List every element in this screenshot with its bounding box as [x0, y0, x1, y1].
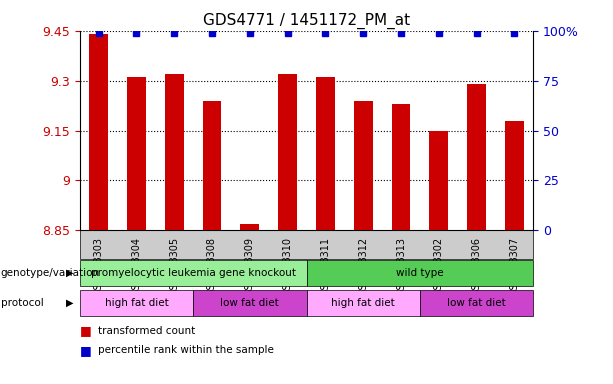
- Text: high fat diet: high fat diet: [332, 298, 395, 308]
- Text: low fat diet: low fat diet: [447, 298, 506, 308]
- Text: percentile rank within the sample: percentile rank within the sample: [98, 345, 274, 355]
- Text: ■: ■: [80, 324, 91, 338]
- Bar: [202, 101, 221, 230]
- Text: transformed count: transformed count: [98, 326, 196, 336]
- Bar: [278, 74, 297, 230]
- Text: promyelocytic leukemia gene knockout: promyelocytic leukemia gene knockout: [91, 268, 295, 278]
- Title: GDS4771 / 1451172_PM_at: GDS4771 / 1451172_PM_at: [203, 13, 410, 29]
- Text: ▶: ▶: [66, 268, 74, 278]
- Bar: [505, 121, 524, 230]
- Text: protocol: protocol: [1, 298, 44, 308]
- Bar: [316, 77, 335, 230]
- Text: ▶: ▶: [66, 298, 74, 308]
- Bar: [429, 131, 448, 230]
- Bar: [165, 74, 184, 230]
- Bar: [89, 34, 108, 230]
- Text: genotype/variation: genotype/variation: [1, 268, 100, 278]
- Bar: [392, 104, 411, 230]
- Text: high fat diet: high fat diet: [105, 298, 168, 308]
- Text: low fat diet: low fat diet: [221, 298, 279, 308]
- Text: wild type: wild type: [396, 268, 444, 278]
- Bar: [354, 101, 373, 230]
- Bar: [467, 84, 486, 230]
- Bar: [240, 224, 259, 230]
- Bar: [127, 77, 146, 230]
- Text: ■: ■: [80, 344, 91, 357]
